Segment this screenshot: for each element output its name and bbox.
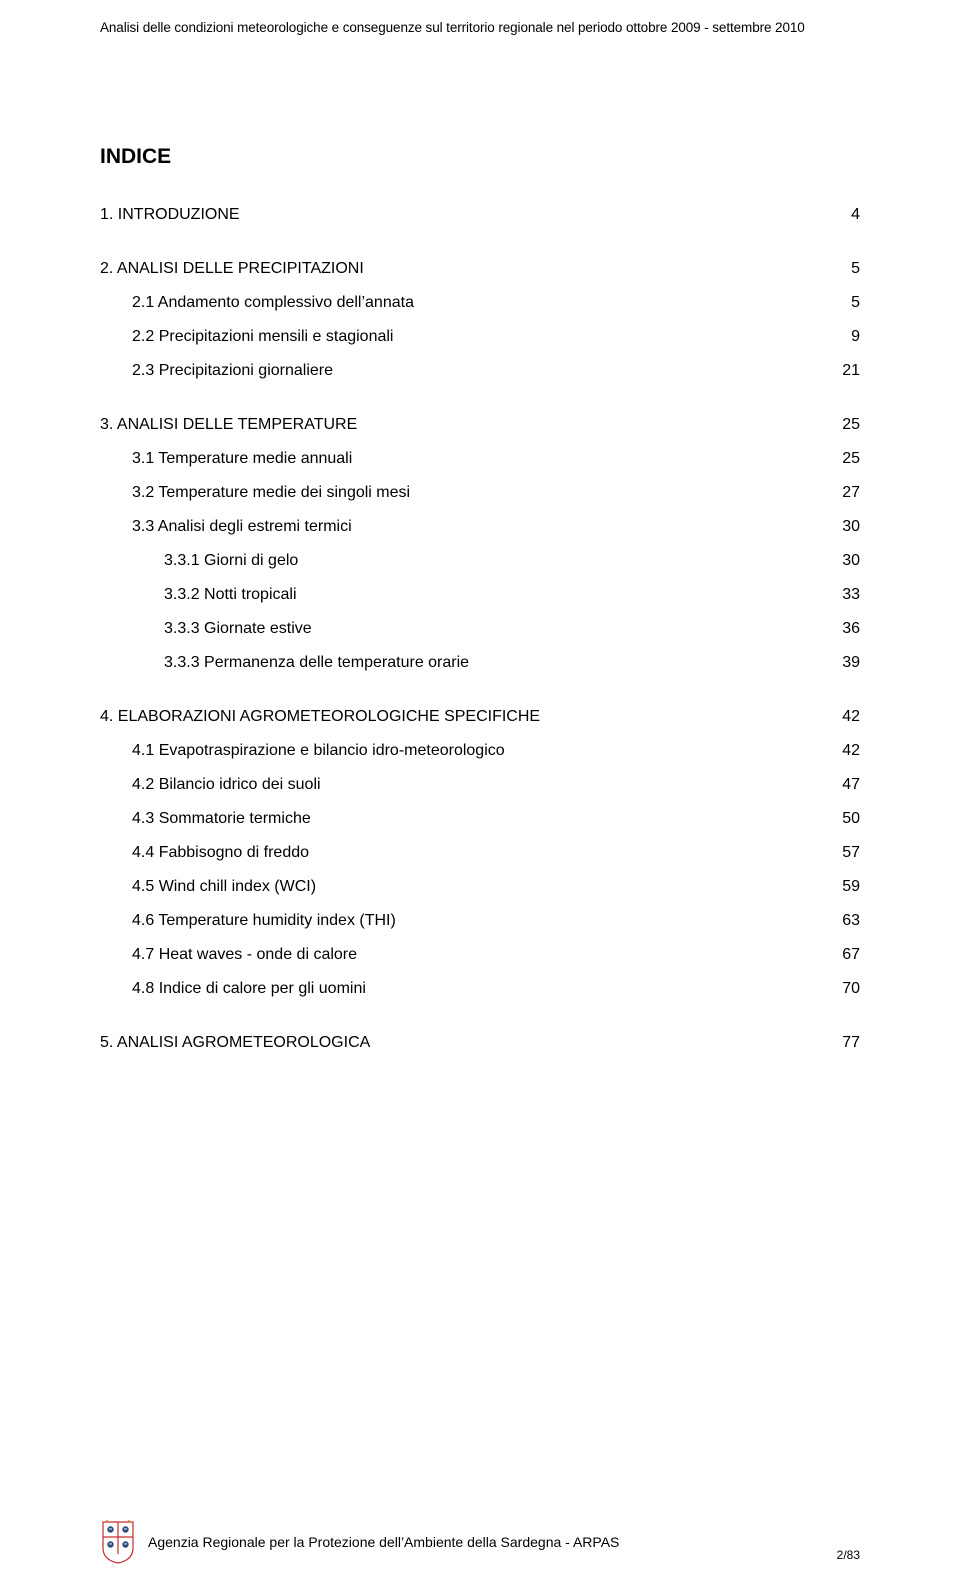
toc-label: 2. ANALISI DELLE PRECIPITAZIONI: [100, 259, 832, 279]
toc-page-number: 5: [832, 259, 860, 279]
toc-page-number: 47: [832, 775, 860, 795]
toc-page-number: 39: [832, 653, 860, 673]
toc-page-number: 36: [832, 619, 860, 639]
toc-label: 2.1 Andamento complessivo dell’annata: [100, 293, 832, 313]
toc-section: 2. ANALISI DELLE PRECIPITAZIONI52.1 Anda…: [100, 259, 860, 381]
footer-org: Agenzia Regionale per la Protezione dell…: [148, 1534, 619, 1550]
toc-label: 1. INTRODUZIONE: [100, 205, 832, 225]
toc-page-number: 5: [832, 293, 860, 313]
toc-page-number: 77: [832, 1033, 860, 1053]
toc-row: 2.2 Precipitazioni mensili e stagionali9: [100, 327, 860, 347]
toc-row: 3.3.3 Permanenza delle temperature orari…: [100, 653, 860, 673]
toc-page-number: 30: [832, 517, 860, 537]
toc-label: 2.3 Precipitazioni giornaliere: [100, 361, 832, 381]
toc-row: 3. ANALISI DELLE TEMPERATURE25: [100, 415, 860, 435]
toc-label: 4.2 Bilancio idrico dei suoli: [100, 775, 832, 795]
toc-label: 3.3.1 Giorni di gelo: [100, 551, 832, 571]
toc-page-number: 70: [832, 979, 860, 999]
toc-page-number: 27: [832, 483, 860, 503]
toc-row: 3.1 Temperature medie annuali25: [100, 449, 860, 469]
toc-label: 4.4 Fabbisogno di freddo: [100, 843, 832, 863]
toc-page-number: 63: [832, 911, 860, 931]
toc-label: 2.2 Precipitazioni mensili e stagionali: [100, 327, 832, 347]
sardegna-logo-icon: [100, 1520, 136, 1564]
toc-row: 5. ANALISI AGROMETEOROLOGICA77: [100, 1033, 860, 1053]
footer-page-number: 2/83: [837, 1548, 860, 1564]
toc-row: 4.2 Bilancio idrico dei suoli47: [100, 775, 860, 795]
toc-label: 3.2 Temperature medie dei singoli mesi: [100, 483, 832, 503]
toc-page-number: 59: [832, 877, 860, 897]
toc-section: 4. ELABORAZIONI AGROMETEOROLOGICHE SPECI…: [100, 707, 860, 999]
toc-label: 3.1 Temperature medie annuali: [100, 449, 832, 469]
page-title: INDICE: [100, 145, 860, 169]
toc-row: 4.3 Sommatorie termiche50: [100, 809, 860, 829]
toc-label: 5. ANALISI AGROMETEOROLOGICA: [100, 1033, 832, 1053]
toc-label: 4.3 Sommatorie termiche: [100, 809, 832, 829]
toc-page-number: 25: [832, 449, 860, 469]
toc-row: 4.6 Temperature humidity index (THI)63: [100, 911, 860, 931]
toc-row: 4.4 Fabbisogno di freddo57: [100, 843, 860, 863]
toc-page-number: 33: [832, 585, 860, 605]
toc-row: 3.3.3 Giornate estive36: [100, 619, 860, 639]
table-of-contents: 1. INTRODUZIONE4 2. ANALISI DELLE PRECIPI…: [100, 205, 860, 1053]
toc-page-number: 57: [832, 843, 860, 863]
toc-row: 2.3 Precipitazioni giornaliere21: [100, 361, 860, 381]
toc-label: 4.8 Indice di calore per gli uomini: [100, 979, 832, 999]
toc-page-number: 21: [832, 361, 860, 381]
toc-page-number: 67: [832, 945, 860, 965]
toc-label: 3. ANALISI DELLE TEMPERATURE: [100, 415, 832, 435]
toc-label: 3.3.3 Permanenza delle temperature orari…: [100, 653, 832, 673]
toc-section: 1. INTRODUZIONE4: [100, 205, 860, 225]
toc-row: 4.1 Evapotraspirazione e bilancio idro-m…: [100, 741, 860, 761]
toc-page-number: 42: [832, 741, 860, 761]
toc-label: 3.3.3 Giornate estive: [100, 619, 832, 639]
footer-left: Agenzia Regionale per la Protezione dell…: [100, 1520, 619, 1564]
toc-section: 5. ANALISI AGROMETEOROLOGICA77: [100, 1033, 860, 1053]
toc-page-number: 9: [832, 327, 860, 347]
toc-row: 4.8 Indice di calore per gli uomini70: [100, 979, 860, 999]
toc-row: 2.1 Andamento complessivo dell’annata5: [100, 293, 860, 313]
toc-row: 4.5 Wind chill index (WCI)59: [100, 877, 860, 897]
toc-row: 3.3.2 Notti tropicali33: [100, 585, 860, 605]
toc-label: 4. ELABORAZIONI AGROMETEOROLOGICHE SPECI…: [100, 707, 832, 727]
toc-row: 3.3 Analisi degli estremi termici30: [100, 517, 860, 537]
page-header: Analisi delle condizioni meteorologiche …: [100, 20, 860, 35]
toc-section: 3. ANALISI DELLE TEMPERATURE253.1 Temper…: [100, 415, 860, 673]
toc-page-number: 50: [832, 809, 860, 829]
toc-row: 2. ANALISI DELLE PRECIPITAZIONI5: [100, 259, 860, 279]
toc-label: 3.3.2 Notti tropicali: [100, 585, 832, 605]
toc-row: 3.2 Temperature medie dei singoli mesi27: [100, 483, 860, 503]
toc-page-number: 30: [832, 551, 860, 571]
toc-label: 4.7 Heat waves - onde di calore: [100, 945, 832, 965]
toc-row: 4.7 Heat waves - onde di calore67: [100, 945, 860, 965]
toc-row: 1. INTRODUZIONE4: [100, 205, 860, 225]
toc-page-number: 25: [832, 415, 860, 435]
page: Analisi delle condizioni meteorologiche …: [0, 0, 960, 1594]
toc-label: 3.3 Analisi degli estremi termici: [100, 517, 832, 537]
toc-row: 3.3.1 Giorni di gelo30: [100, 551, 860, 571]
toc-label: 4.6 Temperature humidity index (THI): [100, 911, 832, 931]
page-footer: Agenzia Regionale per la Protezione dell…: [100, 1520, 860, 1564]
toc-label: 4.1 Evapotraspirazione e bilancio idro-m…: [100, 741, 832, 761]
toc-page-number: 42: [832, 707, 860, 727]
toc-row: 4. ELABORAZIONI AGROMETEOROLOGICHE SPECI…: [100, 707, 860, 727]
toc-label: 4.5 Wind chill index (WCI): [100, 877, 832, 897]
toc-page-number: 4: [832, 205, 860, 225]
